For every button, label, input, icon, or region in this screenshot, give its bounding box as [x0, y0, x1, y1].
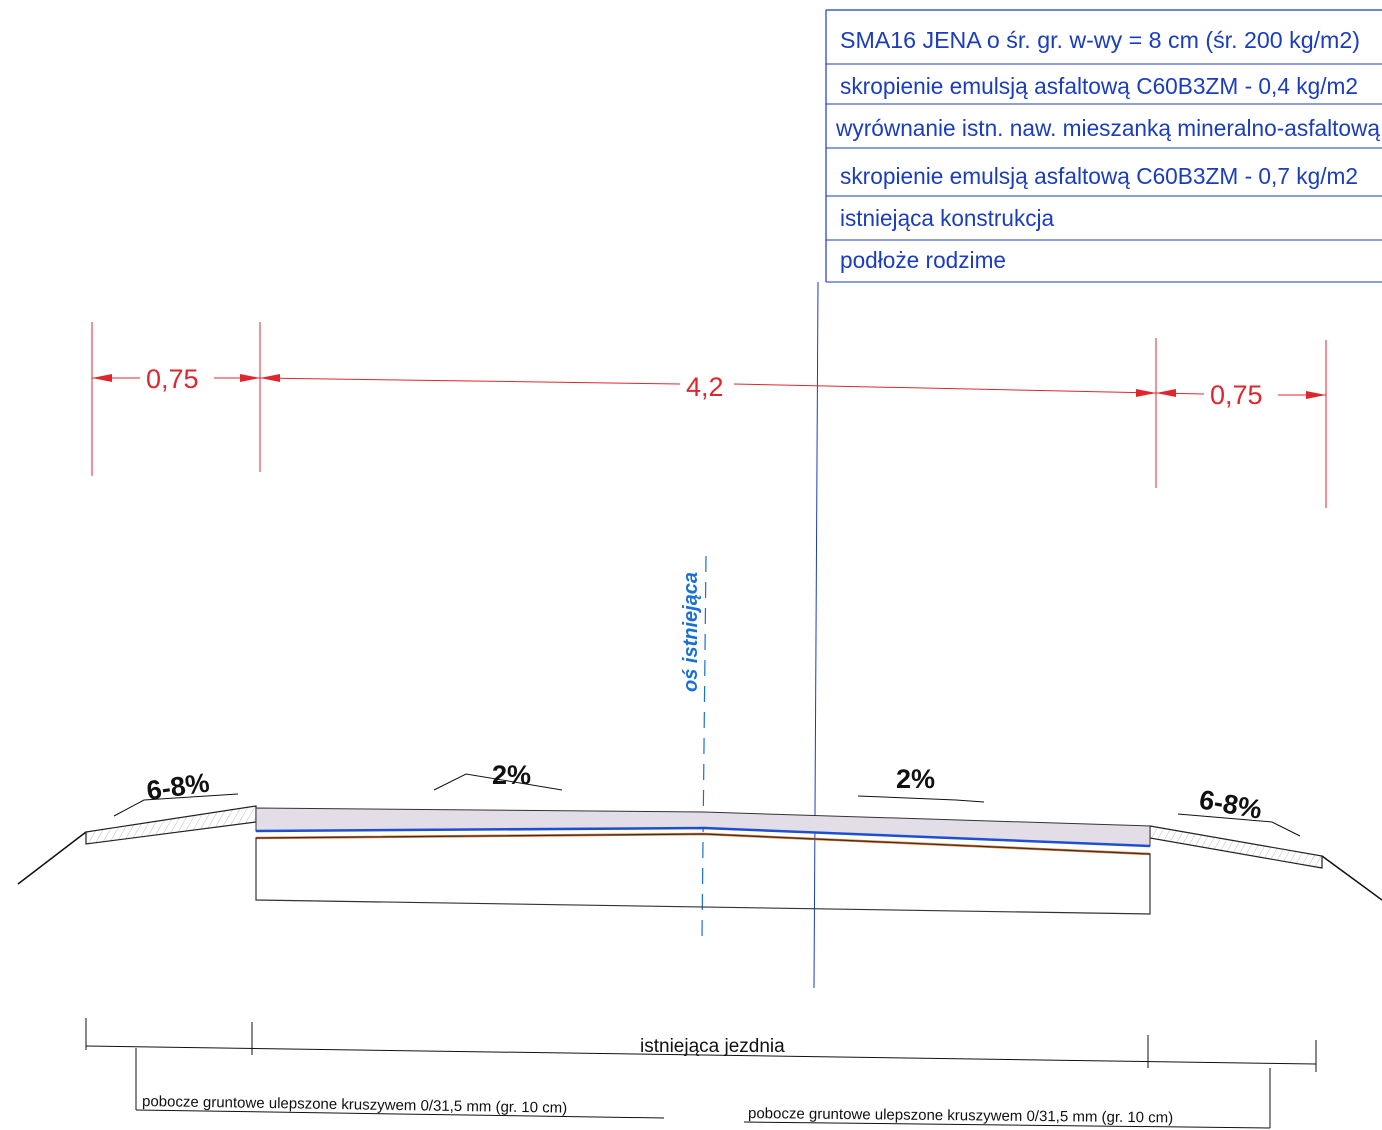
left-shoulder-description-unit: cm): [542, 1099, 567, 1116]
arrowhead: [1306, 391, 1326, 399]
right-shoulder-layer: [1149, 825, 1323, 869]
dimension-line-carriageway: [259, 377, 681, 385]
legend-row-native-subgrade: podłoże rodzime: [840, 247, 1006, 273]
arrowhead: [92, 374, 112, 382]
left-shoulder-description: pobocze gruntowe ulepszone kruszywem 0/3…: [142, 1093, 567, 1117]
arrowhead: [1156, 389, 1176, 397]
slope-indicators: [113, 773, 1301, 837]
right-shoulder-underline: [743, 1121, 1271, 1129]
slope-arrow-right-lane: [857, 795, 985, 803]
dimension-arrowheads: [92, 374, 1326, 399]
slope-arrow-right-shoulder: [1177, 813, 1301, 837]
bottom-description: [85, 1018, 1317, 1129]
bond-coat-line: [255, 826, 1151, 848]
slope-right-lane-label: 2%: [896, 764, 935, 794]
legend-leader-line: [813, 281, 819, 989]
legend-row-sma16: SMA16 JENA o śr. gr. w-wy = 8 cm (śr. 20…: [840, 27, 1360, 53]
left-embankment-slope: [17, 831, 87, 885]
slope-left-shoulder-label: 6-8%: [145, 767, 212, 805]
left-shoulder-layer: [85, 805, 257, 845]
right-embankment-slope: [1321, 855, 1382, 901]
dimension-right-shoulder-value: 0,75: [1210, 380, 1263, 410]
arrowhead: [1136, 389, 1156, 397]
bottom-dimension-line: [85, 1045, 1317, 1065]
arrowhead: [240, 374, 260, 382]
dimension-carriageway-value: 4,2: [686, 372, 724, 402]
road-cross-section: [17, 805, 1382, 915]
existing-axis-label: oś istniejąca: [680, 572, 702, 692]
left-shoulder-description-text: pobocze gruntowe ulepszone kruszywem 0/3…: [142, 1093, 542, 1116]
slope-left-lane-label: 2%: [492, 760, 531, 790]
left-shoulder-underline: [135, 1109, 665, 1119]
slope-right-shoulder-label: 6-8%: [1197, 784, 1264, 824]
legend-row-bond-coat-07: skropienie emulsją asfaltową C60B3ZM - 0…: [840, 163, 1358, 189]
legend-row-leveling: wyrównanie istn. naw. mieszanką mineraln…: [835, 115, 1380, 141]
dimension-lines: [91, 322, 1327, 508]
arrowhead: [260, 374, 280, 382]
right-shoulder-description: pobocze gruntowe ulepszone kruszywem 0/3…: [748, 1105, 1173, 1126]
legend-row-bond-coat-04: skropienie emulsją asfaltową C60B3ZM - 0…: [840, 73, 1358, 99]
dimension-line-carriageway: [733, 383, 1157, 394]
existing-carriageway-label: istniejąca jezdnia: [640, 1036, 785, 1057]
slope-arrow-left-lane: [433, 773, 563, 791]
existing-construction-box: [255, 833, 1151, 915]
layer-legend-table: SMA16 JENA o śr. gr. w-wy = 8 cm (śr. 20…: [825, 9, 1382, 283]
existing-axis-line: [701, 555, 707, 937]
dimension-left-shoulder-value: 0,75: [146, 364, 199, 394]
slope-arrow-left-shoulder: [113, 793, 239, 817]
legend-row-existing-construction: istniejąca konstrukcja: [840, 205, 1054, 231]
